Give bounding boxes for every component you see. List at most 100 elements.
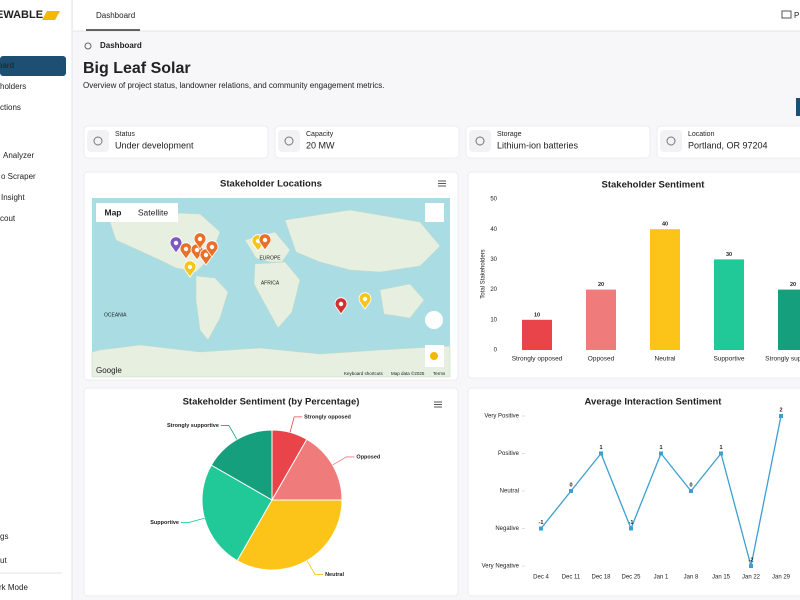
data-label: 0 [569,482,572,488]
x-tick-label: Dec 25 [621,575,641,581]
card-icon [475,136,485,146]
nav-item[interactable]: ut [0,556,7,565]
map-attribution: Terms [433,371,446,376]
nav-item[interactable]: rk Mode [0,583,28,592]
map-type-control [96,203,178,222]
map-attribution: Google [96,366,122,375]
nav-item[interactable]: gs [0,532,8,541]
data-label: 1 [599,445,602,451]
card-icon-box [87,130,109,152]
map-pin-dot [338,301,344,307]
map-label: AFRICA [261,280,280,286]
data-label: 1 [719,445,722,451]
x-tick-label: Jan 22 [742,575,761,581]
x-tick-label: Jan 8 [684,575,699,581]
content: oard holders ctions Analyzer o Scraper Insigh… [0,61,800,597]
y-tick-label: 10 [490,317,497,323]
nav-item[interactable]: ctions [0,103,21,112]
bar [650,229,680,350]
x-tick-label: Jan 1 [654,575,669,581]
nav-item[interactable]: Analyzer [3,151,34,160]
nav-active[interactable] [0,56,66,76]
x-tick-label: Dec 11 [562,575,581,581]
page-subtitle: Overview of project status, landowner re… [83,81,384,90]
card-value: Under development [115,140,194,150]
line-point [599,451,603,456]
y-tick-label: Very Negative [482,564,520,570]
card-icon [284,136,294,146]
info-card [656,125,800,159]
breadcrumb[interactable]: Dashboard [100,41,142,50]
nav-item[interactable]: Insight [1,193,25,202]
chart-title: Stakeholder Sentiment (by Percentage) [183,397,360,408]
map-label: OCEANIA [104,312,127,318]
line-point [779,414,783,418]
card-icon-box [660,130,682,152]
x-tick-label: Supportive [713,356,744,363]
map-tab[interactable]: Map [105,207,122,217]
nav-item[interactable]: o Scraper [1,172,36,181]
x-tick-label: Jan 29 [772,575,791,581]
map-pin-dot [194,247,200,253]
map-attribution: Map data ©2025 [391,370,425,376]
fullscreen-button [425,203,444,222]
pegman-figure [430,352,438,360]
map-title: Stakeholder Locations [220,179,322,190]
map-pin-dot [197,236,203,242]
map-pin-dot [203,252,209,258]
line-point [629,526,633,531]
nav-item[interactable]: cout [0,214,16,223]
map-pin-dot [209,244,215,250]
map-land [284,209,441,273]
nav-item[interactable]: oard [0,61,14,70]
data-label: 1 [659,445,662,451]
data-label: 20 [598,282,604,288]
x-tick-label: Neutral [655,356,677,363]
x-tick-label: Dec 4 [533,575,549,581]
map-pin-dot [183,246,189,252]
info-card [83,125,269,159]
page-title: Big Leaf Solar [83,60,191,77]
pie-slice [210,429,273,501]
y-tick-label: Negative [495,526,519,532]
card-icon [93,136,103,146]
map-land [379,283,425,319]
slice-label: Neutral [325,572,344,578]
brand-logo [42,11,60,20]
bar [778,289,800,350]
y-axis-label: Total Stakeholders [481,249,487,298]
tab[interactable]: Dashboard [96,11,135,20]
data-label: 0 [689,482,692,488]
y-tick-label: 20 [490,287,497,293]
line-point [569,489,573,493]
card-icon-box [278,130,300,152]
data-label: 30 [726,252,732,258]
chart-title: Average Interaction Sentiment [585,397,723,408]
action-button[interactable] [796,98,800,116]
data-label: -1 [539,520,544,526]
data-label: 2 [779,407,782,413]
card-value: 20 MW [306,140,335,150]
chart-title: Stakeholder Sentiment [602,180,706,191]
map-land [91,344,451,378]
pie-slice [271,438,343,501]
data-label: -1 [629,520,634,526]
sidebar [0,0,72,600]
folder-icon [781,10,792,19]
topbar [73,0,800,31]
info-icon [84,42,92,50]
slice-label: Strongly opposed [304,414,351,420]
info-card [465,125,651,159]
y-tick-label: Neutral [500,489,519,495]
card-icon-box [469,130,491,152]
map-tab[interactable]: Satellite [138,207,169,217]
slice-label: Supportive [150,520,179,526]
y-tick-label: Positive [498,451,520,457]
leader-line [289,416,303,433]
line-point [749,564,753,568]
topbar-right[interactable]: P [794,11,799,20]
card-value: Portland, OR 97204 [688,140,768,150]
nav-item[interactable]: holders [0,82,26,91]
